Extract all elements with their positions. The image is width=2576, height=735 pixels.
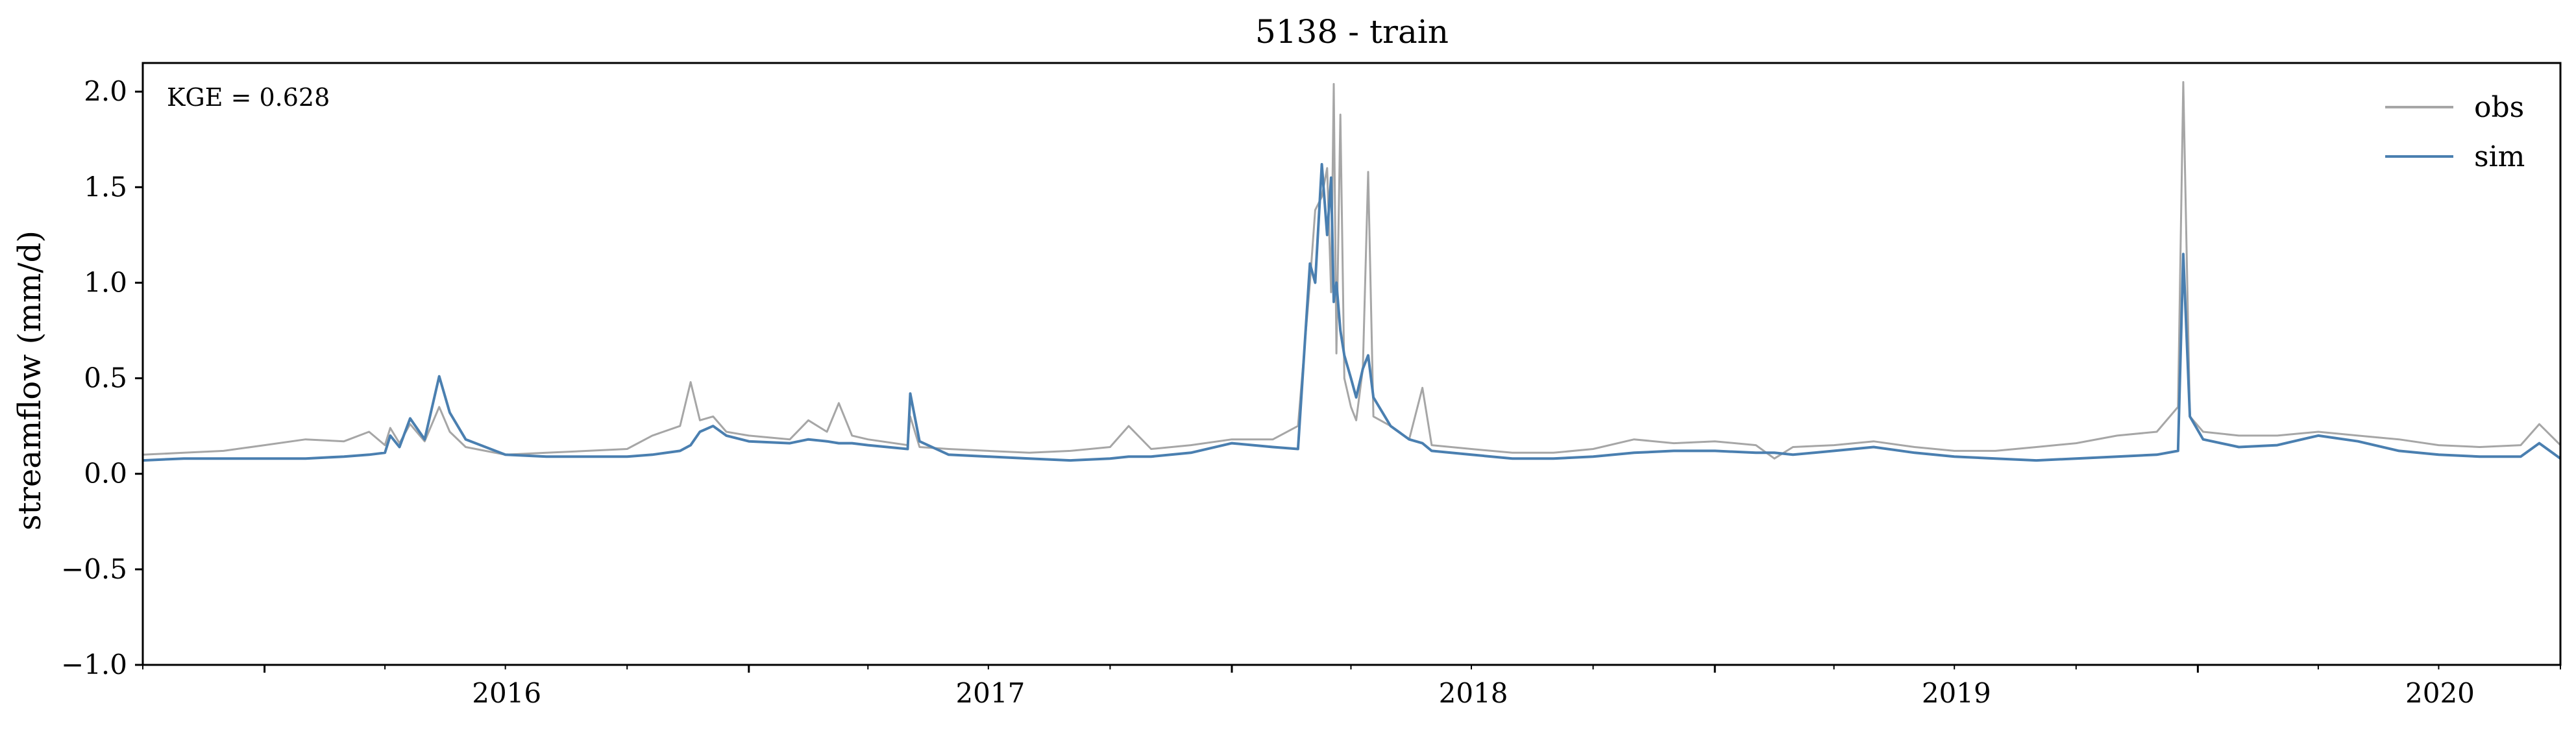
y-tick-label: 1.0 bbox=[84, 266, 127, 298]
series-layer bbox=[142, 81, 2562, 462]
y-tick-label: 2.0 bbox=[84, 75, 127, 107]
y-axis-label: streamflow (mm/d) bbox=[12, 230, 48, 530]
y-axis-ticks: −1.0 −0.5 0.0 0.5 1.0 1.5 2.0 bbox=[61, 75, 143, 680]
series-line-sim bbox=[142, 163, 2562, 462]
y-tick-label: 0.5 bbox=[84, 362, 127, 394]
kge-annotation: KGE = 0.628 bbox=[167, 83, 330, 112]
y-tick-label: −1.0 bbox=[61, 649, 127, 680]
y-tick-label: 1.5 bbox=[84, 171, 127, 203]
x-axis-ticks: 2016 2017 2018 2019 2020 bbox=[142, 665, 2561, 709]
x-tick-label: 2020 bbox=[2405, 677, 2475, 709]
x-tick-label: 2019 bbox=[1922, 677, 1991, 709]
chart-title: 5138 - train bbox=[1255, 13, 1449, 51]
plot-frame bbox=[141, 62, 2562, 666]
legend: obs sim bbox=[2385, 91, 2525, 173]
x-tick-label: 2016 bbox=[472, 677, 541, 709]
x-tick-label: 2017 bbox=[955, 677, 1025, 709]
legend-label-sim: sim bbox=[2474, 140, 2525, 173]
x-tick-label: 2018 bbox=[1439, 677, 1508, 709]
series-line-obs bbox=[142, 81, 2562, 460]
y-tick-label: 0.0 bbox=[84, 458, 127, 490]
legend-label-obs: obs bbox=[2474, 91, 2524, 124]
y-tick-label: −0.5 bbox=[61, 553, 127, 585]
